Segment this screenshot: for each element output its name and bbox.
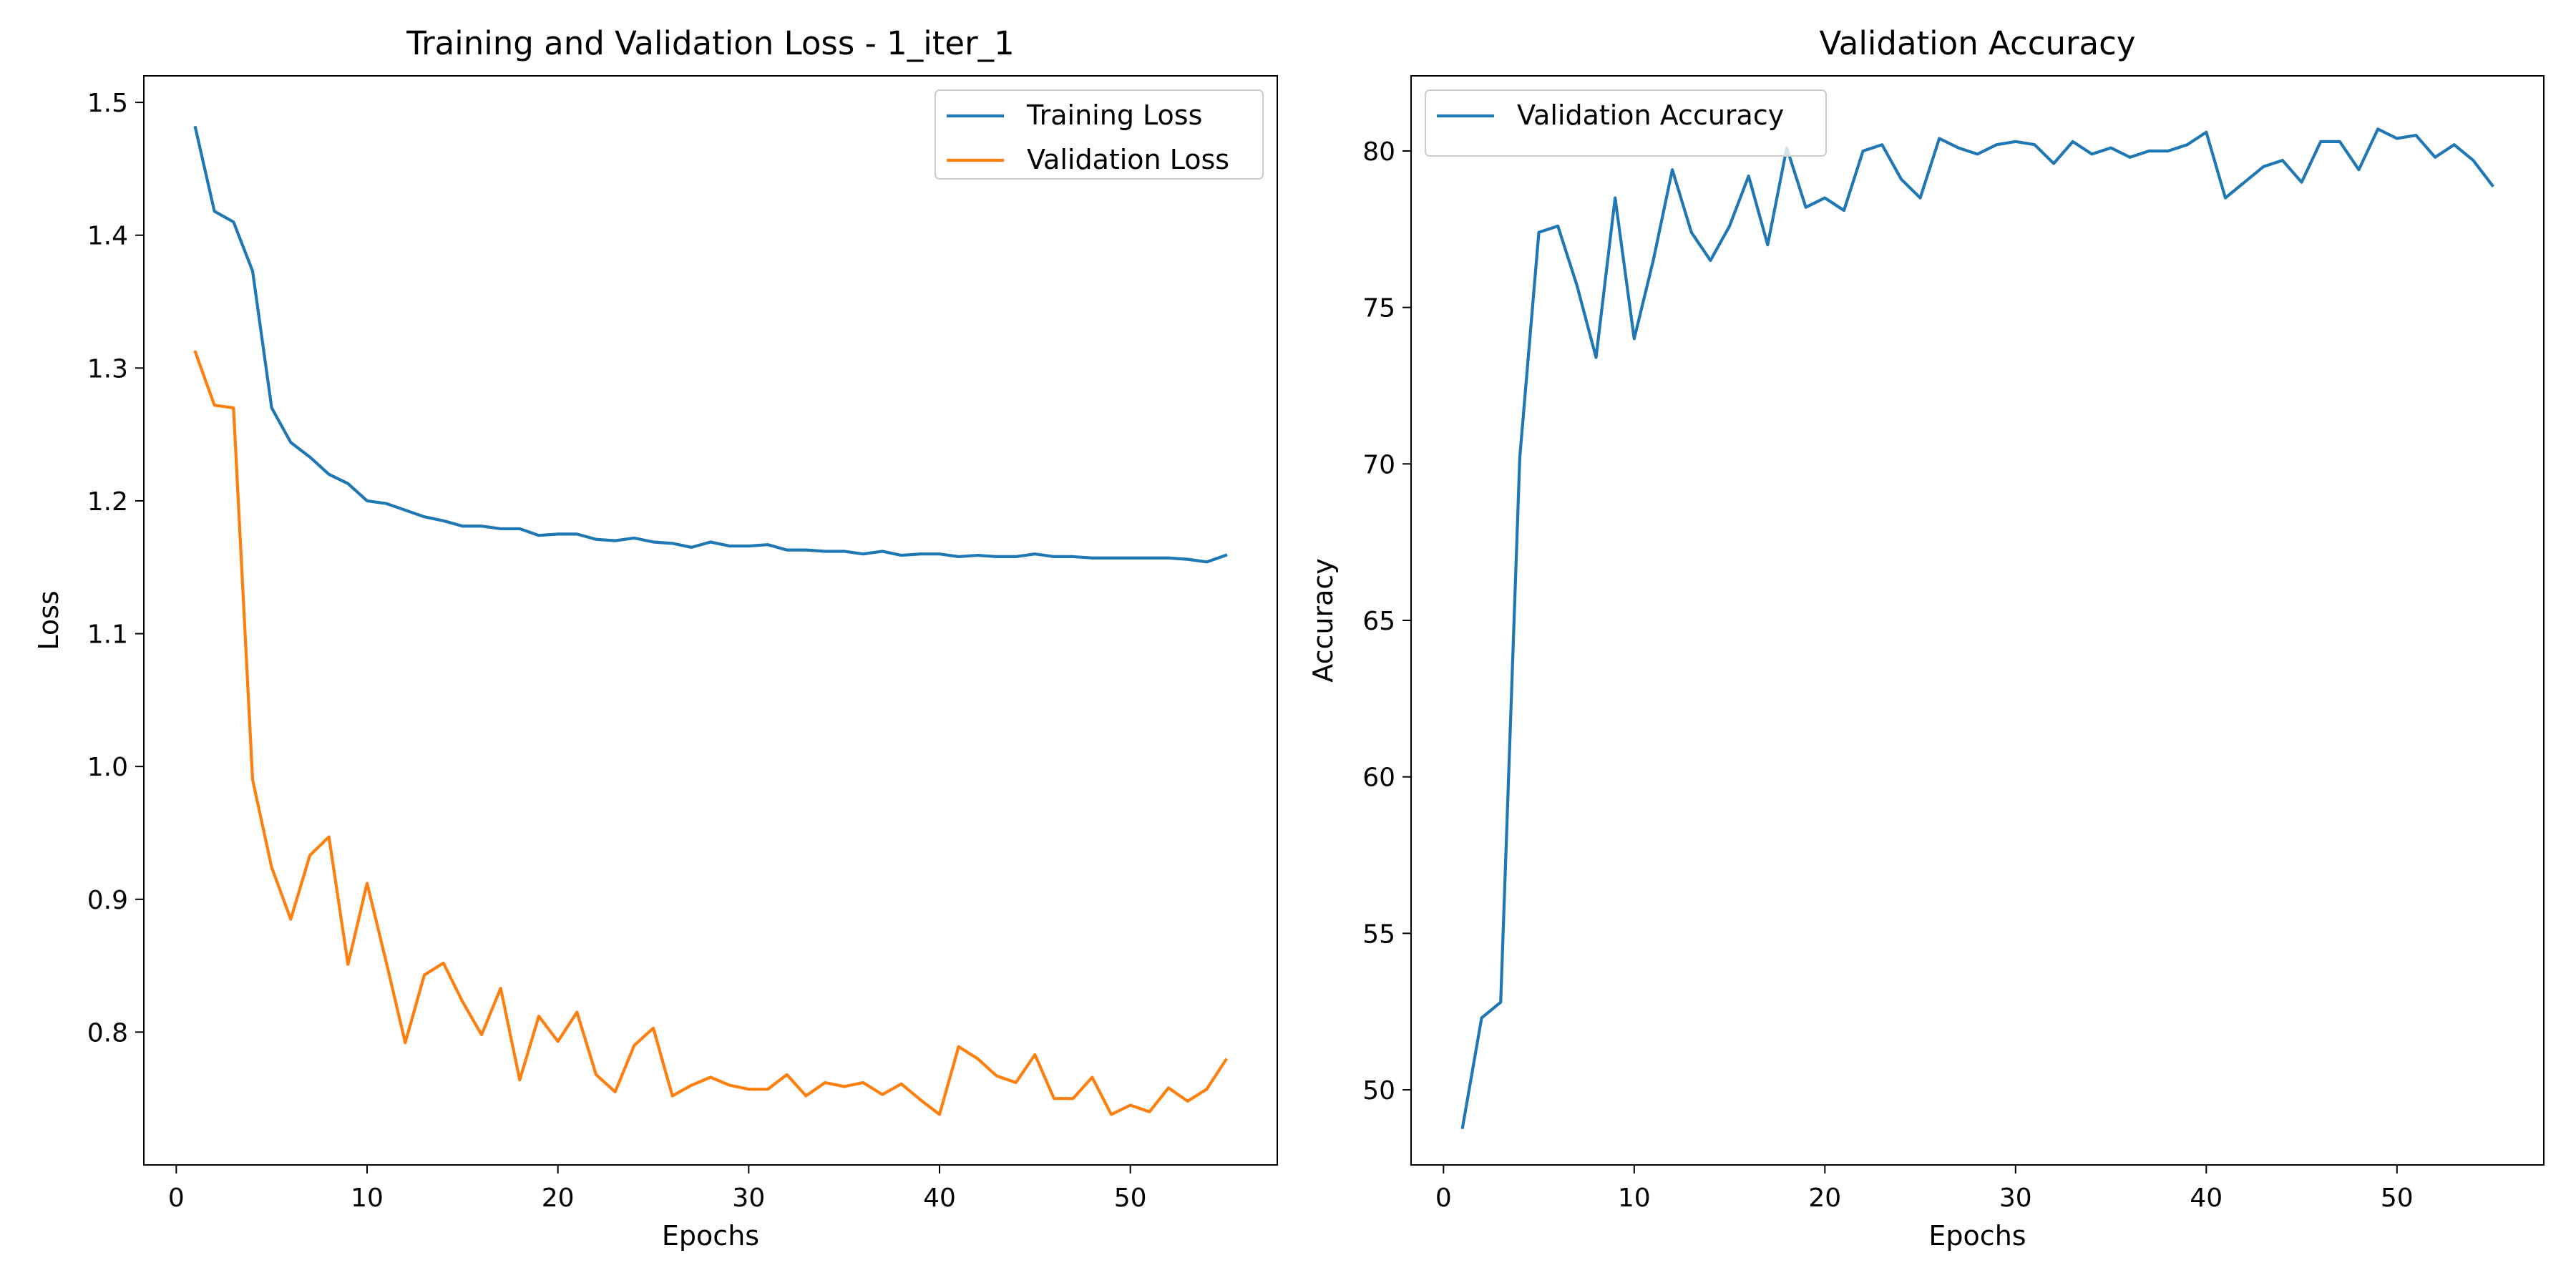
- chart-title: Training and Validation Loss - 1_iter_1: [406, 24, 1015, 62]
- y-tick-label: 1.2: [87, 487, 128, 517]
- y-tick-label: 0.8: [87, 1018, 128, 1048]
- y-axis-label: Loss: [33, 590, 64, 650]
- legend-box: [935, 89, 1264, 180]
- y-tick-label: 1.5: [87, 89, 128, 118]
- axes-frame: [1410, 75, 2545, 1166]
- x-axis-label: Epochs: [662, 1220, 759, 1252]
- x-tick-label: 30: [732, 1184, 765, 1213]
- y-tick-label: 0.9: [87, 886, 128, 915]
- legend: Validation Accuracy: [1425, 89, 1827, 157]
- axes-frame: [143, 75, 1278, 1166]
- y-tick-label: 50: [1362, 1076, 1395, 1106]
- x-axis-label: Epochs: [1928, 1220, 2026, 1252]
- y-tick-label: 1.1: [87, 620, 128, 650]
- x-tick-label: 50: [1114, 1184, 1147, 1213]
- legend: Training Loss Validation Loss: [935, 89, 1264, 180]
- y-tick-label: 1.0: [87, 753, 128, 782]
- series-line-training-loss: [193, 125, 1228, 564]
- y-tick-label: 1.4: [87, 222, 128, 251]
- x-tick-label: 10: [1618, 1184, 1651, 1213]
- legend-box: [1425, 89, 1827, 157]
- x-tick-label: 20: [1808, 1184, 1841, 1213]
- x-tick-label: 0: [1435, 1184, 1452, 1213]
- y-tick-label: 55: [1362, 919, 1395, 949]
- x-tick-label: 40: [2190, 1184, 2223, 1213]
- loss-panel: 0 10 20 30 40 50 0.8 0.9 1.0 1.1 1.2 1.3 1.4 1.5 Train…: [33, 24, 1278, 1252]
- accuracy-panel: 0 10 20 30 40 50 50 55 60 65 70 75 80 Validation Accu…: [1307, 24, 2545, 1252]
- legend-label: Validation Accuracy: [1517, 99, 1784, 131]
- x-tick-label: 50: [2381, 1184, 2414, 1213]
- x-tick-label: 10: [351, 1184, 384, 1213]
- y-tick-label: 70: [1362, 450, 1395, 479]
- legend-label: Validation Loss: [1027, 144, 1229, 175]
- y-tick-label: 65: [1362, 607, 1395, 636]
- y-tick-label: 60: [1362, 763, 1395, 793]
- y-tick-label: 80: [1362, 137, 1395, 167]
- y-axis-label: Accuracy: [1307, 558, 1339, 683]
- chart-title: Validation Accuracy: [1820, 24, 2136, 62]
- series-line-validation-loss: [193, 350, 1228, 1116]
- x-tick-label: 0: [168, 1184, 185, 1213]
- x-tick-label: 30: [1999, 1184, 2032, 1213]
- y-tick-label: 1.3: [87, 354, 128, 384]
- x-tick-label: 40: [923, 1184, 956, 1213]
- series-line-validation-accuracy: [1460, 127, 2494, 1129]
- y-tick-label: 75: [1362, 294, 1395, 323]
- legend-label: Training Loss: [1026, 99, 1202, 131]
- x-tick-label: 20: [542, 1184, 575, 1213]
